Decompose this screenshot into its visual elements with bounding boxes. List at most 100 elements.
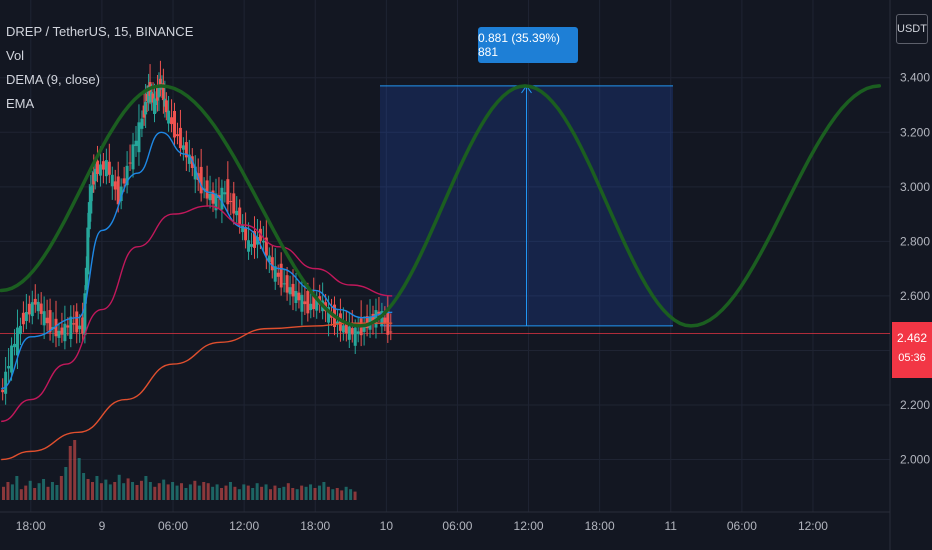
candle-body: [119, 186, 123, 201]
candle-body: [27, 303, 31, 315]
indicator-ema[interactable]: EMA: [6, 96, 35, 111]
volume-bar: [202, 482, 206, 500]
candle-body: [69, 316, 73, 339]
candle-body: [377, 311, 381, 314]
volume-bar: [77, 458, 81, 500]
candle-body: [93, 168, 97, 182]
candle-body: [279, 263, 283, 288]
volume-bar: [340, 490, 344, 500]
volume-bar: [188, 484, 192, 500]
currency-unit-badge[interactable]: USDT: [896, 14, 928, 44]
sine-projection-curve: [0, 84, 882, 328]
price-tick-label: 2.000: [900, 453, 930, 467]
candle-body: [4, 371, 8, 394]
candle-body: [211, 190, 215, 204]
candle-body: [60, 327, 64, 335]
candle-body: [264, 237, 268, 256]
candle-body: [291, 283, 295, 297]
time-tick-label: 10: [380, 519, 394, 533]
time-tick-label: 18:00: [300, 519, 330, 533]
volume-bar: [286, 483, 290, 500]
volume-bar: [59, 476, 63, 500]
volume-bar: [15, 476, 19, 500]
candle-body: [83, 293, 87, 336]
volume-bar: [317, 485, 321, 500]
candle-body: [250, 244, 254, 247]
volume-bar: [233, 486, 237, 500]
candle-body: [389, 331, 393, 333]
candle-body: [273, 266, 277, 282]
chart-legend: DREP / TetherUS, 15, BINANCE Vol DEMA (9…: [6, 20, 193, 116]
candle-body: [261, 240, 265, 243]
candle-body: [140, 118, 144, 129]
candle-body: [356, 331, 360, 335]
candle-body: [335, 321, 339, 324]
candle-body: [33, 298, 37, 305]
candle-body: [294, 291, 298, 303]
volume-bar: [95, 476, 99, 500]
candle-body: [238, 207, 242, 226]
candle-body: [167, 110, 171, 124]
measure-tool-label[interactable]: 0.881 (35.39%) 881: [478, 27, 578, 63]
price-tick-label: 3.400: [900, 71, 930, 85]
volume-bar: [91, 482, 94, 500]
candle-body: [7, 366, 11, 369]
volume-bar: [10, 484, 14, 500]
volume-bar: [309, 484, 313, 500]
price-tick-label: 2.600: [900, 289, 930, 303]
volume-bar: [260, 486, 264, 500]
candle-body: [347, 326, 351, 340]
time-tick-label: 18:00: [585, 519, 615, 533]
candle-body: [151, 93, 155, 103]
volume-bar: [246, 485, 250, 500]
ema-mid-line: [1, 205, 393, 423]
candle-body: [199, 166, 203, 194]
candle-body: [86, 227, 90, 275]
volume-bar: [6, 482, 10, 500]
candle-body: [214, 193, 218, 211]
candle-body: [24, 312, 28, 321]
volume-bar: [157, 483, 161, 500]
volume-bar: [326, 486, 330, 500]
volume-bar: [153, 486, 157, 500]
candle-body: [327, 307, 331, 323]
candle-body: [244, 227, 248, 241]
volume-bar: [73, 440, 77, 500]
candle-body: [241, 225, 245, 233]
indicator-dema[interactable]: DEMA (9, close): [6, 72, 100, 87]
candle-body: [193, 166, 197, 180]
volume-bar: [175, 485, 179, 500]
candle-body: [297, 292, 301, 301]
volume-bar: [33, 488, 37, 500]
candle-body: [288, 287, 292, 295]
symbol-title[interactable]: DREP / TetherUS, 15, BINANCE: [6, 24, 194, 39]
volume-bar: [126, 478, 130, 500]
candle-body: [386, 309, 390, 335]
volume-bar: [19, 489, 23, 500]
last-price-tag: 2.462 05:36: [892, 322, 932, 378]
candle-body: [87, 202, 91, 230]
candle-body: [72, 323, 76, 325]
volume-bar: [282, 486, 286, 500]
bar-countdown: 05:36: [898, 352, 926, 364]
indicator-vol[interactable]: Vol: [6, 48, 25, 63]
candle-body: [137, 122, 141, 153]
candle-body: [338, 313, 342, 331]
volume-bar: [113, 482, 117, 500]
volume-bar: [349, 489, 353, 500]
price-tick-label: 3.000: [900, 180, 930, 194]
price-tick-label: 2.200: [900, 398, 930, 412]
candle-body: [153, 98, 157, 114]
volume-bar: [42, 479, 46, 500]
candle-body: [300, 294, 304, 312]
volume-bar: [131, 482, 135, 500]
volume-bar: [206, 483, 210, 500]
candle-body: [144, 102, 148, 115]
candle-body: [353, 327, 357, 346]
candle-body: [226, 179, 230, 205]
candle-body: [84, 267, 88, 291]
time-tick-label: 12:00: [798, 519, 828, 533]
time-tick-label: 9: [99, 519, 106, 533]
candle-body: [18, 325, 22, 335]
